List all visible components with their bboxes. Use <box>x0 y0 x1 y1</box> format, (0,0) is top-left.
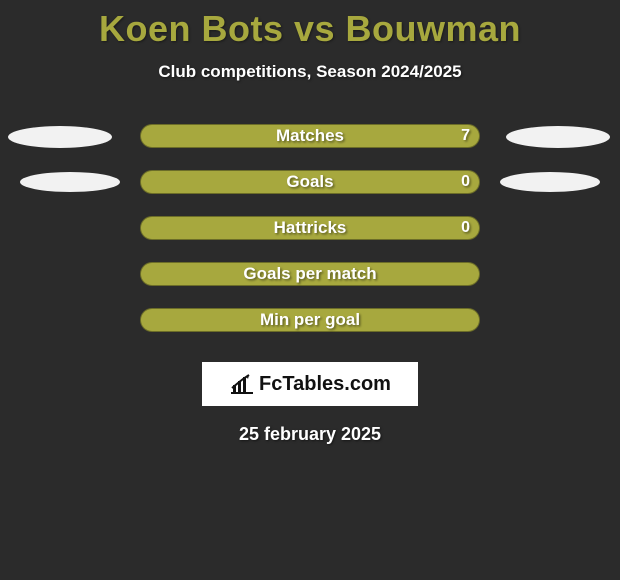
player-left-marker <box>8 126 112 148</box>
date-text: 25 february 2025 <box>0 424 620 445</box>
brand-text: FcTables.com <box>259 373 391 396</box>
bar-value: 0 <box>461 170 470 194</box>
subtitle: Club competitions, Season 2024/2025 <box>0 62 620 82</box>
brand-badge: FcTables.com <box>202 362 418 406</box>
stat-row-matches: Matches 7 <box>0 124 620 170</box>
stat-row-goals-per-match: Goals per match <box>0 262 620 308</box>
stat-bars: Matches 7 Goals 0 Hattricks 0 Goals per … <box>0 124 620 354</box>
page-title: Koen Bots vs Bouwman <box>0 0 620 50</box>
stat-row-min-per-goal: Min per goal <box>0 308 620 354</box>
bar-track <box>140 308 480 332</box>
player-right-marker <box>506 126 610 148</box>
bar-track <box>140 216 480 240</box>
bar-value: 7 <box>461 124 470 148</box>
bar-value: 0 <box>461 216 470 240</box>
player-right-marker <box>500 172 600 192</box>
bar-track <box>140 124 480 148</box>
player-left-marker <box>20 172 120 192</box>
stat-row-goals: Goals 0 <box>0 170 620 216</box>
bar-track <box>140 170 480 194</box>
bar-track <box>140 262 480 286</box>
bar-chart-icon <box>229 373 255 395</box>
stat-row-hattricks: Hattricks 0 <box>0 216 620 262</box>
